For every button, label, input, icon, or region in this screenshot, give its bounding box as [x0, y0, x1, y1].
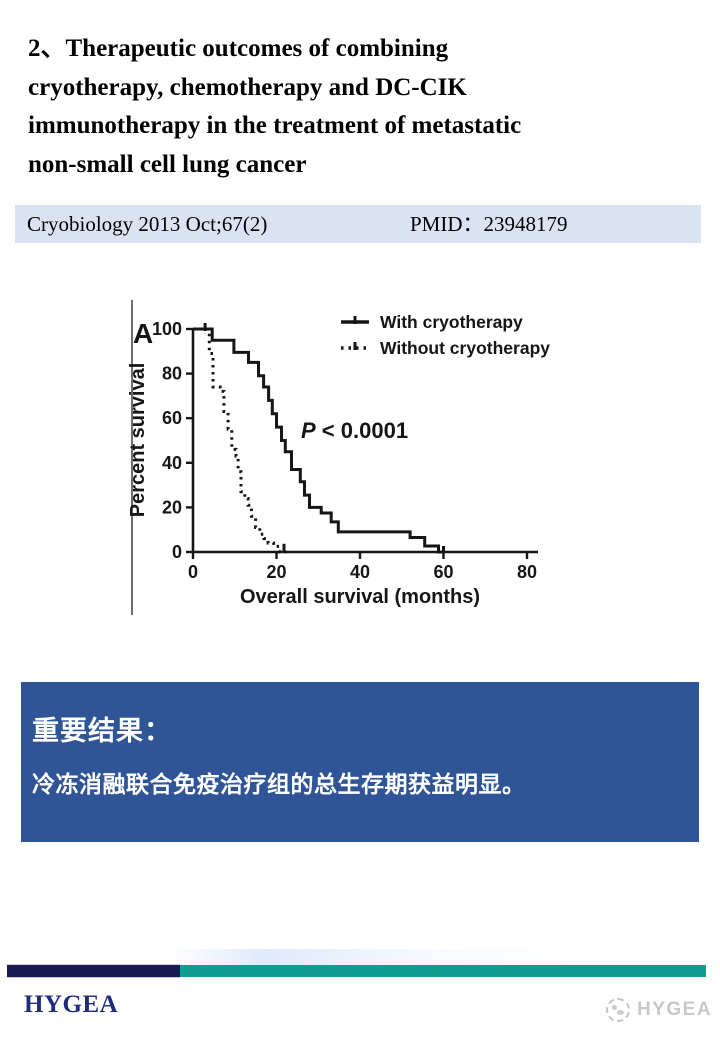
legend-label-without-cryotherapy: Without cryotherapy: [380, 338, 550, 358]
key-results-box: 重要结果： 冷冻消融联合免疫治疗组的总生存期获益明显。: [21, 682, 699, 842]
title-line: 2、Therapeutic outcomes of combining: [28, 35, 449, 62]
x-tick-label: 60: [433, 562, 453, 582]
x-tick-label: 0: [188, 562, 198, 582]
curve-without-cryotherapy: [193, 327, 287, 554]
slide-title: 2、Therapeutic outcomes of combining cryot…: [28, 30, 700, 184]
x-tick-label: 40: [350, 562, 370, 582]
title-line: immunotherapy in the treatment of metast…: [28, 112, 522, 139]
pmid-value: PMID：23948179: [410, 212, 568, 236]
x-axis-title: Overall survival (months): [240, 586, 480, 608]
key-results-text: 冷冻消融联合免疫治疗组的总生存期获益明显。: [32, 771, 526, 797]
key-results-heading: 重要结果：: [32, 716, 172, 746]
footer-bar-navy: [7, 965, 180, 977]
legend-label-with-cryotherapy: With cryotherapy: [380, 312, 523, 332]
y-tick-label: 100: [152, 319, 182, 339]
watermark-label: HYGEA: [637, 999, 713, 1020]
y-tick-label: 80: [162, 364, 182, 384]
y-tick-label: 0: [172, 542, 182, 562]
title-line: non-small cell lung cancer: [28, 150, 307, 178]
footer-bar-teal: [180, 965, 706, 977]
x-tick-label: 80: [517, 562, 537, 582]
curve-with-cryotherapy: [193, 327, 445, 554]
footer-highlight-stripe: [168, 949, 618, 965]
watermark: HYGEA: [606, 998, 712, 1022]
panel-label: A: [133, 318, 153, 349]
title-line: cryotherapy, chemotherapy and DC-CIK: [28, 73, 467, 101]
x-tick-label: 20: [266, 562, 286, 582]
y-axis-title: Percent survival: [127, 363, 149, 518]
watermark-logo-icon: [606, 998, 630, 1022]
citation-bar: Cryobiology 2013 Oct;67(2) PMID：23948179: [15, 205, 701, 243]
y-tick-label: 60: [162, 408, 182, 428]
p-value-annotation: P < 0.0001: [301, 418, 408, 443]
y-tick-label: 20: [162, 497, 182, 517]
km-plot: A 0 20 40 60 80 100 0 20 40 60 80 Overall survival (…: [127, 300, 550, 615]
journal-citation: Cryobiology 2013 Oct;67(2): [27, 212, 268, 236]
hygea-logo-text: HYGEA: [24, 991, 119, 1018]
survival-curve-figure: A 0 20 40 60 80 100 0 20 40 60 80 Overall survival (…: [118, 285, 600, 630]
y-tick-label: 40: [162, 453, 182, 473]
